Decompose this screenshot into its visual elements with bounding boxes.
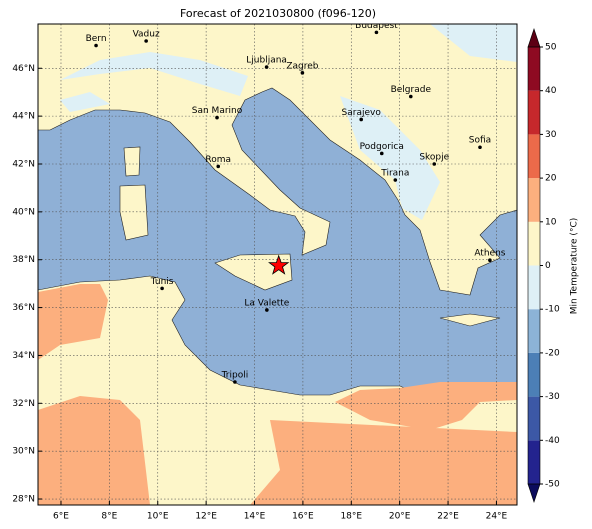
map-frame bbox=[37, 23, 518, 506]
colorbar-segment bbox=[528, 134, 540, 179]
city-dot bbox=[144, 39, 148, 43]
city-label: Tunis bbox=[150, 277, 174, 287]
lon-tick-label: 20°E bbox=[389, 512, 411, 522]
city-label: Budapest bbox=[355, 21, 398, 31]
colorbar-segment bbox=[528, 265, 540, 310]
lat-tick-label: 38°N bbox=[12, 255, 35, 265]
city-dot bbox=[216, 164, 221, 169]
city-label: Zagreb bbox=[286, 61, 318, 71]
city-label: Skopje bbox=[419, 152, 449, 162]
colorbar-segment bbox=[528, 178, 540, 222]
colorbar-segment bbox=[528, 352, 540, 397]
lat-tick-label: 32°N bbox=[12, 399, 35, 409]
lon-tick-label: 6°E bbox=[53, 512, 69, 522]
city-dot bbox=[393, 178, 398, 182]
city-label: Sarajevo bbox=[342, 108, 382, 118]
lon-tick-label: 18°E bbox=[340, 512, 362, 522]
colorbar-segment bbox=[528, 90, 540, 135]
lon-tick-label: 8°E bbox=[101, 512, 117, 522]
colorbar-extend-over bbox=[527, 28, 541, 48]
lat-tick-label: 36°N bbox=[12, 303, 35, 313]
city-label: San Marino bbox=[192, 106, 243, 116]
lat-tick-label: 44°N bbox=[12, 112, 35, 122]
city-dot bbox=[215, 115, 219, 120]
crete bbox=[439, 313, 501, 327]
title: Forecast of 2021030800 (f096-120) bbox=[180, 7, 376, 20]
city-label: Roma bbox=[205, 155, 231, 165]
colorbar-segment bbox=[528, 396, 540, 441]
colorbar-tick-label: 30 bbox=[545, 130, 557, 140]
colorbar-label: Min Temperature (°C) bbox=[570, 218, 580, 315]
city-label: Tirana bbox=[380, 169, 409, 179]
lat-tick-label: 28°N bbox=[12, 495, 35, 505]
colorbar-segment bbox=[528, 440, 540, 484]
city-label: Athens bbox=[474, 249, 505, 259]
colorbar-extend-under bbox=[527, 483, 541, 503]
city-label: Bern bbox=[86, 34, 107, 44]
lat-tick-label: 30°N bbox=[12, 447, 35, 457]
lon-tick-label: 24°E bbox=[486, 512, 508, 522]
city-dot bbox=[94, 43, 98, 48]
location-star bbox=[268, 254, 290, 275]
city-dot bbox=[488, 258, 492, 262]
lat-tick-label: 46°N bbox=[12, 64, 35, 74]
city-label: Sofia bbox=[469, 136, 491, 146]
city-dot bbox=[478, 145, 482, 150]
axes: 6°E 8°E 10°E 12°E 14°E 16°E 18°E 20°E 22°E 24°E 28… bbox=[12, 64, 507, 522]
colorbar-tick-label: -40 bbox=[545, 436, 560, 446]
lon-tick-label: 16°E bbox=[292, 512, 314, 522]
city-dot bbox=[300, 71, 305, 75]
colorbar-segment bbox=[528, 309, 540, 353]
city-label: Vaduz bbox=[133, 29, 160, 39]
city-dot bbox=[408, 94, 413, 99]
city-dot bbox=[265, 308, 269, 312]
cold-patch bbox=[60, 24, 517, 220]
colorbar-tick-label: -30 bbox=[545, 392, 560, 402]
colorbar-tick-label: -50 bbox=[545, 480, 560, 490]
colorbar-tick-label: -10 bbox=[545, 305, 560, 315]
lat-tick-label: 34°N bbox=[12, 351, 35, 361]
city-label: Ljubljana bbox=[246, 56, 287, 66]
colorbar: -50 -40 -30 -20 -10 0 10 20 30 40 50 bbox=[527, 28, 560, 503]
city-dot bbox=[264, 65, 269, 69]
city-dot bbox=[374, 30, 379, 35]
city-label: Podgorica bbox=[360, 142, 404, 152]
lon-tick-label: 14°E bbox=[244, 512, 266, 522]
lon-tick-label: 12°E bbox=[195, 512, 217, 522]
colorbar-tick-label: 40 bbox=[545, 86, 557, 96]
colorbar-tick-label: 50 bbox=[545, 43, 557, 53]
colorbar-segment bbox=[528, 221, 540, 266]
lon-tick-label: 10°E bbox=[147, 512, 169, 522]
colorbar-segment bbox=[528, 47, 540, 91]
city-dot bbox=[359, 117, 364, 122]
lat-tick-label: 42°N bbox=[12, 159, 35, 169]
city-dot bbox=[233, 380, 237, 384]
graticule bbox=[38, 24, 517, 505]
city-dot bbox=[379, 151, 384, 156]
colorbar-tick-label: -20 bbox=[545, 348, 560, 358]
sardinia bbox=[119, 184, 149, 241]
lat-tick-label: 40°N bbox=[12, 207, 35, 217]
colorbar-tick-label: 0 bbox=[545, 261, 551, 271]
warm-patch bbox=[38, 284, 517, 505]
corsica bbox=[123, 146, 141, 177]
colorbar-tick-label: 20 bbox=[545, 174, 557, 184]
city-label: La Valette bbox=[244, 298, 289, 308]
city-dot bbox=[432, 162, 437, 166]
city-dot bbox=[160, 286, 164, 291]
lon-tick-label: 22°E bbox=[437, 512, 459, 522]
city-label: Tripoli bbox=[221, 370, 249, 380]
city-label: Belgrade bbox=[391, 85, 432, 95]
colorbar-tick-label: 10 bbox=[545, 217, 557, 227]
